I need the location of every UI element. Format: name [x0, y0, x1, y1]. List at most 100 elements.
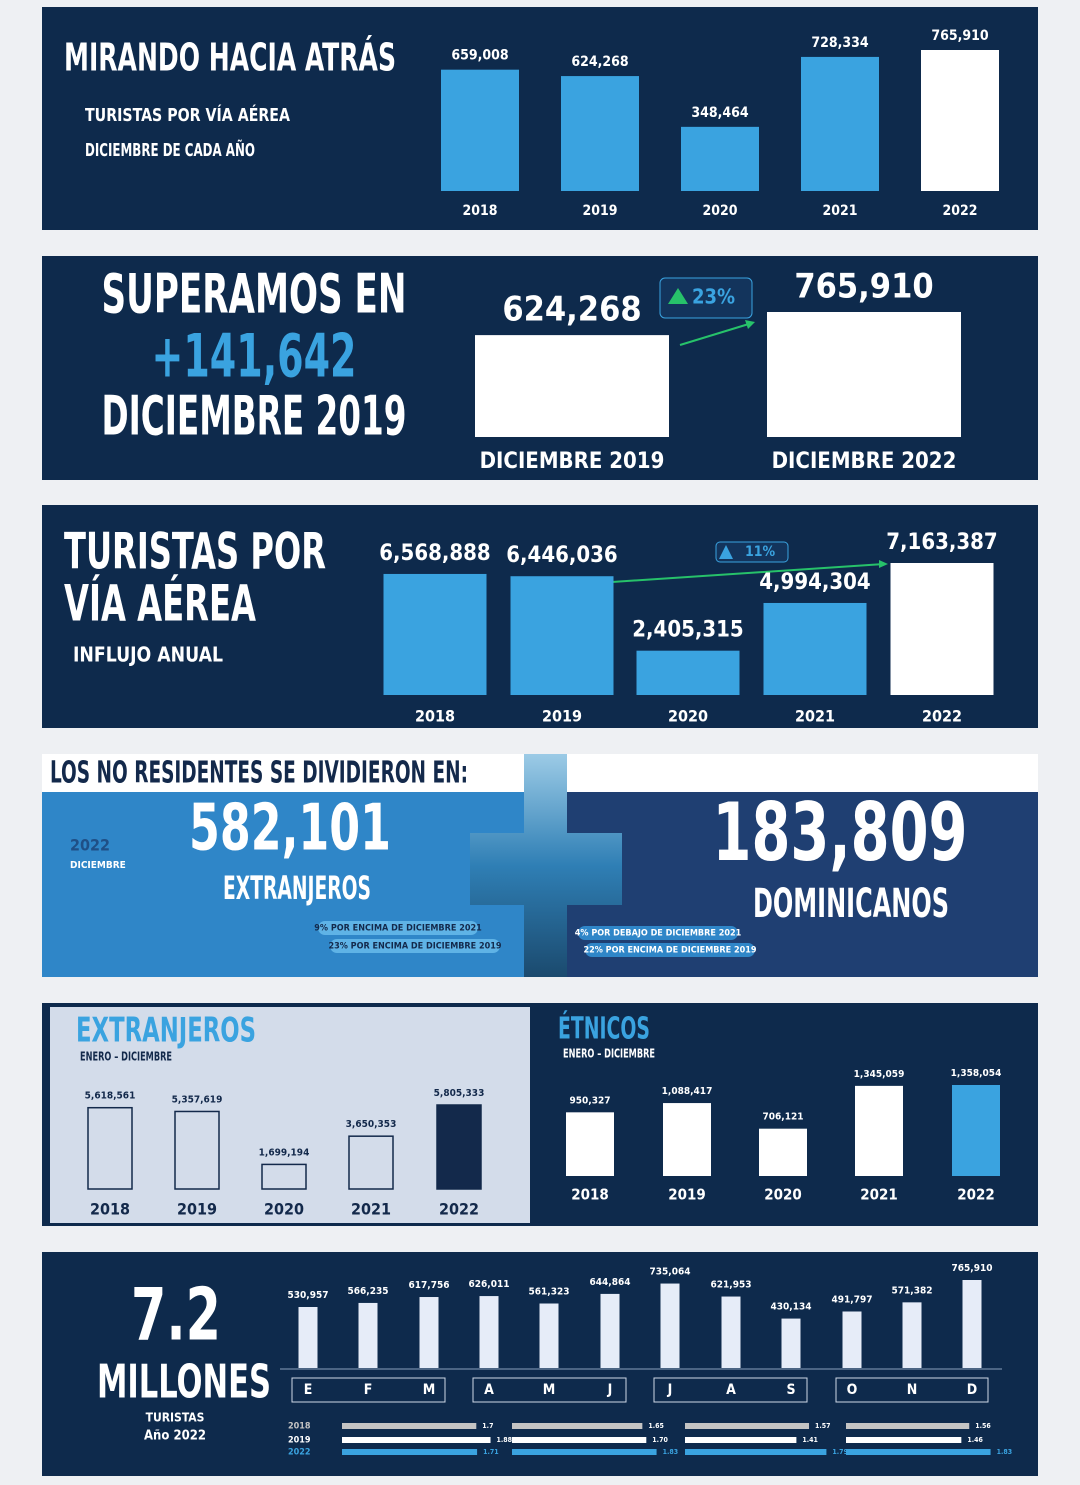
photo	[470, 754, 622, 977]
bar	[685, 1449, 827, 1455]
bar	[801, 56, 879, 192]
up-arrow	[719, 545, 733, 559]
value-label: 659,008	[451, 48, 508, 64]
trend-arrow	[679, 322, 753, 346]
subtitle: TURISTAS	[146, 1411, 205, 1425]
value-label: 624,268	[571, 54, 628, 70]
value-label: 430,134	[771, 1302, 812, 1313]
x-tick-label: 2020	[764, 1186, 802, 1204]
x-tick-label: 2021	[351, 1200, 391, 1219]
x-tick-label: 2019	[542, 707, 582, 726]
bar	[512, 1449, 657, 1455]
bar	[855, 1085, 903, 1176]
bar	[441, 69, 519, 191]
title: VÍA AÉREA	[64, 574, 256, 633]
value-label: 1.79	[832, 1448, 848, 1456]
headline: DICIEMBRE 2019	[102, 385, 407, 448]
big-label: EXTRANJEROS	[223, 869, 371, 907]
x-tick-label: 2021	[860, 1186, 898, 1204]
x-tick-label: D	[967, 1382, 977, 1398]
bar	[348, 1135, 394, 1190]
title: MIRANDO HACIA ATRÁS	[64, 36, 396, 80]
value-label: 561,323	[529, 1287, 570, 1298]
year: 2022	[70, 836, 110, 855]
bar	[846, 1449, 991, 1455]
x-tick-label: 2022	[922, 707, 962, 726]
bar	[539, 1303, 559, 1368]
big-label: DOMINICANOS	[753, 881, 949, 927]
x-tick-label: M	[543, 1382, 556, 1398]
x-tick-label: 2021	[822, 203, 857, 219]
value-label: 1.7	[482, 1422, 493, 1430]
note: 4% POR DEBAJO DE DICIEMBRE 2021	[575, 929, 742, 939]
value-label: 728,334	[811, 35, 869, 51]
subtitle: ENERO – DICIEMBRE	[563, 1047, 655, 1061]
x-tick-label: E	[304, 1382, 313, 1398]
bar	[846, 1423, 970, 1429]
title: ÉTNICOS	[558, 1011, 650, 1047]
bar	[342, 1449, 478, 1455]
x-tick-label: S	[786, 1382, 795, 1398]
value-label: 5,357,619	[172, 1094, 223, 1105]
x-tick-label: A	[484, 1382, 494, 1398]
headline-number: 7.2	[131, 1273, 221, 1357]
value-label: 1.70	[652, 1436, 668, 1444]
headline-number: +141,642	[152, 322, 357, 392]
note: 23% POR ENCIMA DE DICIEMBRE 2019	[328, 942, 501, 952]
annotation: 23%	[692, 285, 735, 309]
value-label: 491,797	[832, 1294, 873, 1305]
value-label: 765,910	[931, 28, 989, 44]
bar	[763, 602, 867, 695]
bar	[767, 312, 961, 437]
quarter-box	[472, 1377, 627, 1403]
value-label: 621,953	[711, 1280, 752, 1291]
subtitle: INFLUJO ANUAL	[73, 643, 223, 667]
bar	[87, 1106, 133, 1190]
value-label: 1.46	[967, 1436, 983, 1444]
value-label: 571,382	[892, 1285, 933, 1296]
x-tick-label: N	[907, 1382, 918, 1398]
value-label: 1.57	[815, 1422, 831, 1430]
quarter-box	[291, 1377, 446, 1403]
value-label: 3,650,353	[346, 1119, 397, 1130]
title: TURISTAS POR	[64, 523, 326, 581]
value-label: 735,064	[650, 1267, 691, 1278]
subtitle: TURISTAS POR VÍA AÉREA	[85, 104, 290, 126]
bar	[781, 1318, 801, 1368]
x-tick-label: 2018	[415, 707, 455, 726]
bar	[475, 335, 669, 437]
arrow-head	[879, 560, 888, 568]
bar	[952, 1085, 1000, 1176]
title: EXTRANJEROS	[76, 1011, 256, 1051]
quarter-box	[835, 1377, 989, 1403]
headline: MILLONES	[97, 1355, 271, 1409]
value-label: 1,358,054	[951, 1068, 1002, 1079]
pill	[578, 926, 738, 940]
bar	[561, 76, 639, 191]
value-label: 1.83	[997, 1448, 1013, 1456]
x-tick-label: O	[847, 1382, 858, 1398]
bar	[842, 1311, 862, 1368]
value-label: 6,568,888	[379, 541, 490, 566]
bar	[510, 576, 614, 695]
bar	[921, 50, 999, 191]
bar	[759, 1128, 807, 1176]
value-label: 1,345,059	[854, 1069, 905, 1080]
value-label: 950,327	[570, 1095, 611, 1106]
value-label: 626,011	[469, 1279, 510, 1290]
bar	[685, 1423, 810, 1429]
value-label: 566,235	[348, 1286, 389, 1297]
bar	[419, 1297, 439, 1368]
x-tick-label: 2022	[942, 203, 977, 219]
bar	[436, 1104, 482, 1190]
quarter-box	[653, 1377, 808, 1403]
panel-strip	[622, 754, 1038, 792]
big-number: 183,809	[713, 786, 968, 879]
badge	[659, 277, 753, 319]
bar	[512, 1423, 643, 1429]
bar	[383, 573, 487, 695]
value-label: 4,994,304	[759, 570, 870, 595]
bar	[685, 1437, 797, 1443]
pill	[330, 939, 500, 953]
